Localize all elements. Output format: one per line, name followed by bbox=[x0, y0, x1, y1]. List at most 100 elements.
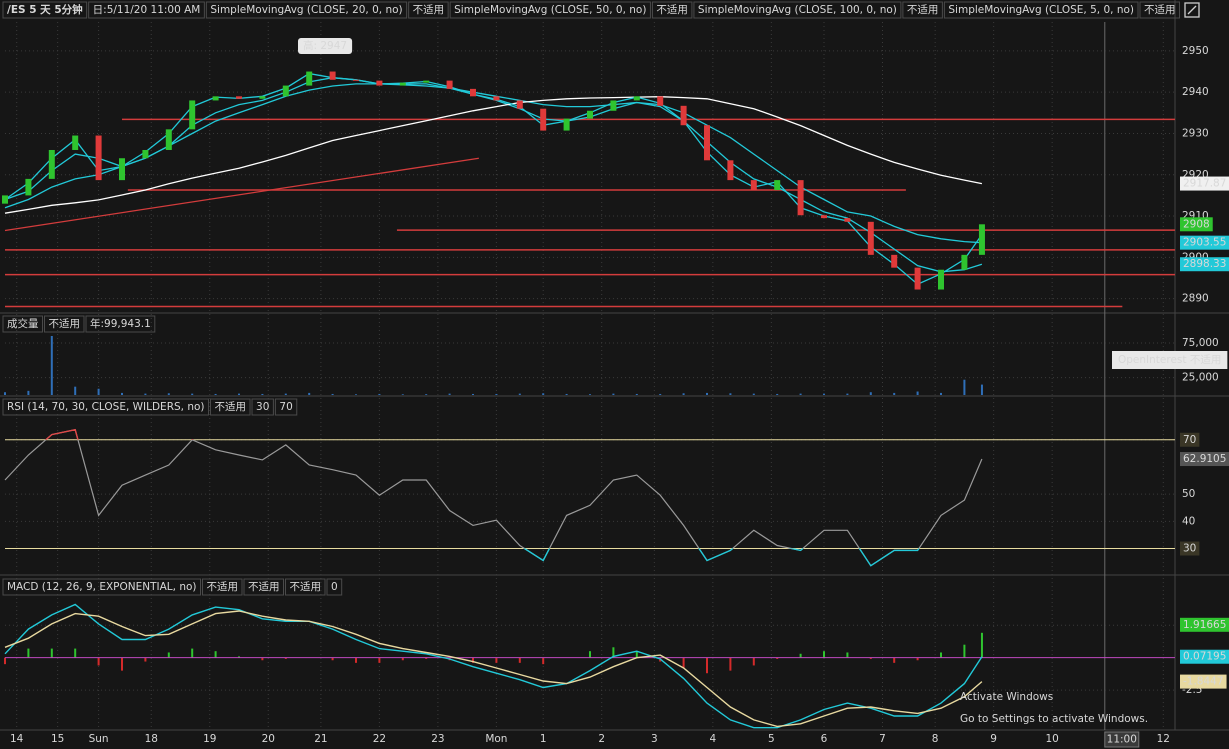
value-badge-label: 2917.87 bbox=[1183, 178, 1226, 190]
histogram-bar bbox=[542, 657, 545, 665]
volume-bar bbox=[448, 393, 451, 395]
volume-bar bbox=[963, 379, 966, 395]
x-tick-label: 2 bbox=[598, 733, 605, 745]
candle bbox=[914, 267, 921, 290]
volume-bar bbox=[261, 393, 264, 395]
pane-status: 不适用 bbox=[49, 318, 81, 330]
date: 日:5/11/20 11:00 AM bbox=[93, 4, 201, 16]
candle bbox=[189, 100, 196, 130]
volume-bar bbox=[4, 392, 6, 395]
pane-status: 不适用 bbox=[215, 401, 247, 413]
header-box bbox=[2, 1, 88, 19]
histogram-bar bbox=[331, 657, 334, 661]
header-box bbox=[274, 398, 298, 416]
volume-bar bbox=[331, 393, 334, 395]
volume-bar bbox=[565, 393, 568, 395]
histogram-bar bbox=[425, 657, 428, 659]
y-tick-label: 2930 bbox=[1182, 127, 1209, 139]
histogram-bar bbox=[472, 657, 474, 663]
annotation-box bbox=[298, 38, 353, 54]
histogram-bar bbox=[378, 657, 381, 663]
x-tick-label: 1 bbox=[540, 733, 547, 745]
header-box bbox=[2, 315, 43, 333]
volume-bar bbox=[167, 393, 170, 395]
level-value: 30 bbox=[256, 401, 269, 413]
histogram-bar bbox=[518, 657, 521, 663]
cursor-label: 11:00 bbox=[1107, 734, 1137, 746]
pane-title: MACD (12, 26, 9, EXPONENTIAL, no) bbox=[7, 581, 197, 593]
icon-stroke[interactable] bbox=[1187, 5, 1197, 15]
volume-bar bbox=[472, 393, 474, 395]
volume-bar bbox=[74, 386, 77, 395]
volume-bar bbox=[823, 393, 825, 395]
value-badge-label: -1.8447 bbox=[1183, 676, 1224, 688]
candle bbox=[867, 221, 874, 255]
x-tick-label: 19 bbox=[203, 733, 216, 745]
volume-bar bbox=[589, 394, 591, 395]
pane-title: 成交量 bbox=[7, 317, 39, 330]
header-box bbox=[693, 1, 902, 19]
value-badge-label: 2903.55 bbox=[1183, 237, 1226, 249]
x-tick-label: 7 bbox=[879, 733, 886, 745]
histogram-bar bbox=[799, 653, 802, 658]
candle bbox=[750, 180, 757, 191]
value-badge bbox=[1180, 235, 1229, 250]
header-box bbox=[651, 1, 693, 19]
candle bbox=[423, 80, 430, 83]
histogram-bar bbox=[261, 657, 264, 661]
histogram-bar bbox=[167, 652, 170, 658]
icon-frame[interactable] bbox=[1184, 2, 1200, 18]
candle bbox=[587, 110, 593, 119]
histogram-bar bbox=[495, 657, 498, 663]
candle bbox=[236, 96, 242, 99]
volume-bar bbox=[869, 392, 872, 395]
toolbar-icon[interactable] bbox=[1184, 2, 1200, 18]
legend-status: 不适用 bbox=[1144, 4, 1176, 16]
candle bbox=[657, 96, 664, 106]
volume-bar bbox=[542, 393, 545, 395]
header-box bbox=[449, 1, 651, 19]
volume-bar bbox=[706, 392, 708, 395]
header-box bbox=[2, 398, 210, 416]
candle bbox=[48, 149, 55, 179]
histogram-bar bbox=[916, 657, 919, 661]
pane-status: 不适用 bbox=[290, 581, 322, 593]
candle bbox=[25, 178, 32, 196]
histogram-bar bbox=[97, 657, 100, 666]
histogram-bar bbox=[214, 651, 217, 658]
candle bbox=[119, 158, 125, 181]
header-box bbox=[251, 398, 274, 416]
candle bbox=[399, 82, 406, 86]
legend-status: 不适用 bbox=[656, 4, 688, 16]
histogram-bar bbox=[869, 657, 872, 659]
level-value: 70 bbox=[279, 401, 292, 413]
candle bbox=[329, 71, 336, 80]
y-tick-label: 40 bbox=[1182, 515, 1195, 527]
volume-bar bbox=[980, 384, 983, 395]
candle bbox=[704, 125, 710, 161]
legend-entry: SimpleMovingAvg (CLOSE, 50, 0, no) bbox=[454, 4, 646, 16]
header-box bbox=[902, 1, 943, 19]
legend-status: 不适用 bbox=[907, 4, 939, 16]
watermark-note: Go to Settings to activate Windows. bbox=[960, 713, 1148, 725]
x-tick-label: 15 bbox=[51, 733, 64, 745]
histogram-bar bbox=[963, 644, 966, 658]
x-tick-label: 14 bbox=[10, 733, 24, 745]
x-tick-label: 18 bbox=[145, 733, 158, 745]
volume-bar bbox=[776, 393, 779, 395]
histogram-bar bbox=[401, 657, 404, 661]
macd-line bbox=[4, 603, 983, 729]
candle bbox=[633, 96, 640, 101]
candle bbox=[353, 79, 359, 81]
candle bbox=[516, 100, 523, 109]
value-badge-label: 70 bbox=[1183, 434, 1196, 446]
volume-bar bbox=[27, 390, 30, 395]
x-tick-label: 8 bbox=[932, 733, 939, 745]
header-box bbox=[88, 1, 205, 19]
header-box bbox=[210, 398, 251, 416]
volume-bar bbox=[284, 393, 287, 395]
candle bbox=[797, 180, 804, 216]
volume-bar bbox=[659, 393, 662, 395]
candle bbox=[95, 135, 102, 181]
